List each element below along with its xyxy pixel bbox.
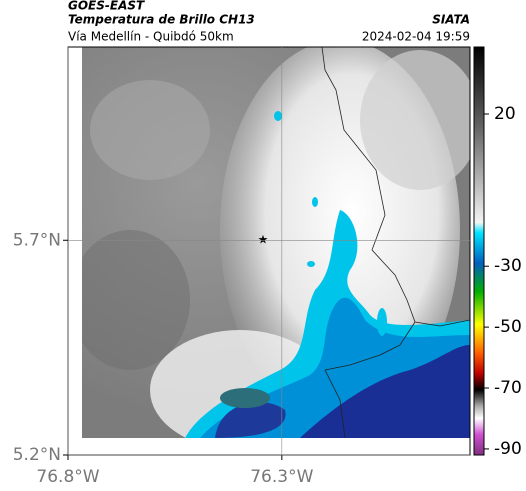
colorbar-tick-label: -70 — [494, 378, 522, 398]
title: Temperatura de Brillo CH13 — [68, 13, 255, 27]
x-tick-label: 76.3°W — [250, 467, 313, 487]
brand: SIATA — [432, 13, 470, 27]
colorbar-tick-label: 20 — [494, 104, 516, 124]
satellite-image — [82, 47, 470, 438]
y-tick-label: 5.2°N — [13, 445, 61, 465]
colorbar-tick-label: -30 — [494, 256, 522, 276]
y-tick-label: 5.7°N — [13, 230, 61, 250]
city-marker: ★ — [258, 233, 269, 247]
subtitle: Vía Medellín - Quibdó 50km — [68, 30, 234, 44]
timestamp: 2024-02-04 19:59 — [362, 30, 470, 44]
x-tick-label: 76.8°W — [36, 467, 99, 487]
colorbar — [473, 46, 485, 456]
colorbar-tick-label: -90 — [494, 439, 522, 459]
source: GOES-EAST — [68, 0, 145, 13]
colorbar-tick-label: -50 — [494, 317, 522, 337]
